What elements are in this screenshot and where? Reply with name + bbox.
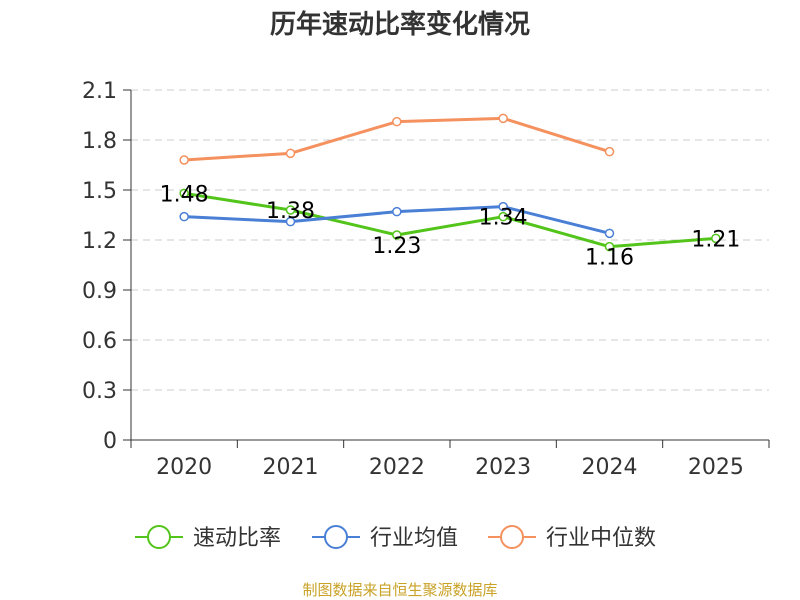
data-point xyxy=(285,148,296,159)
series-layer xyxy=(179,113,721,252)
y-tick-label: 0.9 xyxy=(82,279,117,304)
data-label: 1.16 xyxy=(585,246,634,271)
series-line xyxy=(183,191,716,249)
x-tick-label: 2024 xyxy=(582,455,638,480)
x-tick-label: 2020 xyxy=(156,455,212,480)
legend-marker xyxy=(147,525,171,549)
data-point xyxy=(711,233,721,244)
y-tick-label: 1.2 xyxy=(82,229,117,254)
legend: 速动比率 行业均值 行业中位数 xyxy=(135,525,656,551)
series-0 xyxy=(179,188,721,252)
y-tick-label: 0.3 xyxy=(82,379,117,404)
data-point xyxy=(179,211,189,222)
data-point xyxy=(604,146,615,157)
grid-layer xyxy=(131,89,769,391)
data-label: 1.34 xyxy=(479,206,528,231)
data-point xyxy=(604,228,615,239)
axis-layer: 0 0.3 0.6 0.9 1.2 1.5 1.8 2.1 2020 2021 2022 2023 20… xyxy=(82,79,770,480)
data-point xyxy=(392,116,402,127)
y-tick-label: 2.1 xyxy=(82,79,117,104)
legend-label: 速动比率 xyxy=(193,526,281,551)
source-note: 制图数据来自恒生聚源数据库 xyxy=(302,581,497,599)
data-label-layer: 1.48 1.38 1.23 1.34 1.16 1.21 xyxy=(160,182,741,270)
legend-item-0: 速动比率 xyxy=(135,525,281,551)
series-1 xyxy=(179,201,615,239)
chart-title: 历年速动比率变化情况 xyxy=(270,9,530,40)
legend-label: 行业中位数 xyxy=(546,526,656,551)
y-tick-label: 1.5 xyxy=(82,179,117,204)
data-point xyxy=(285,216,296,227)
legend-item-2: 行业中位数 xyxy=(488,525,656,551)
y-tick-label: 1.8 xyxy=(82,129,117,154)
x-tick-label: 2025 xyxy=(688,455,744,480)
y-tick-label: 0 xyxy=(103,429,117,454)
data-label: 1.48 xyxy=(160,182,209,207)
x-tick-label: 2023 xyxy=(475,455,531,480)
data-point xyxy=(179,155,189,165)
legend-item-1: 行业均值 xyxy=(312,525,458,551)
data-point xyxy=(604,241,615,252)
data-point xyxy=(498,113,508,124)
data-label: 1.23 xyxy=(372,234,421,259)
data-label: 1.21 xyxy=(691,227,740,252)
x-tick-label: 2022 xyxy=(369,455,425,480)
data-point xyxy=(498,201,508,212)
data-point xyxy=(498,211,508,222)
data-point xyxy=(285,205,296,215)
y-tick-label: 0.6 xyxy=(82,329,117,354)
data-point xyxy=(392,230,402,240)
data-point xyxy=(392,206,402,217)
x-tick-label: 2021 xyxy=(263,455,319,480)
legend-label: 行业均值 xyxy=(370,526,458,551)
data-point xyxy=(179,188,189,199)
legend-marker xyxy=(324,525,348,549)
legend-marker xyxy=(500,525,524,549)
series-2 xyxy=(179,113,615,165)
data-label: 1.38 xyxy=(266,199,315,224)
